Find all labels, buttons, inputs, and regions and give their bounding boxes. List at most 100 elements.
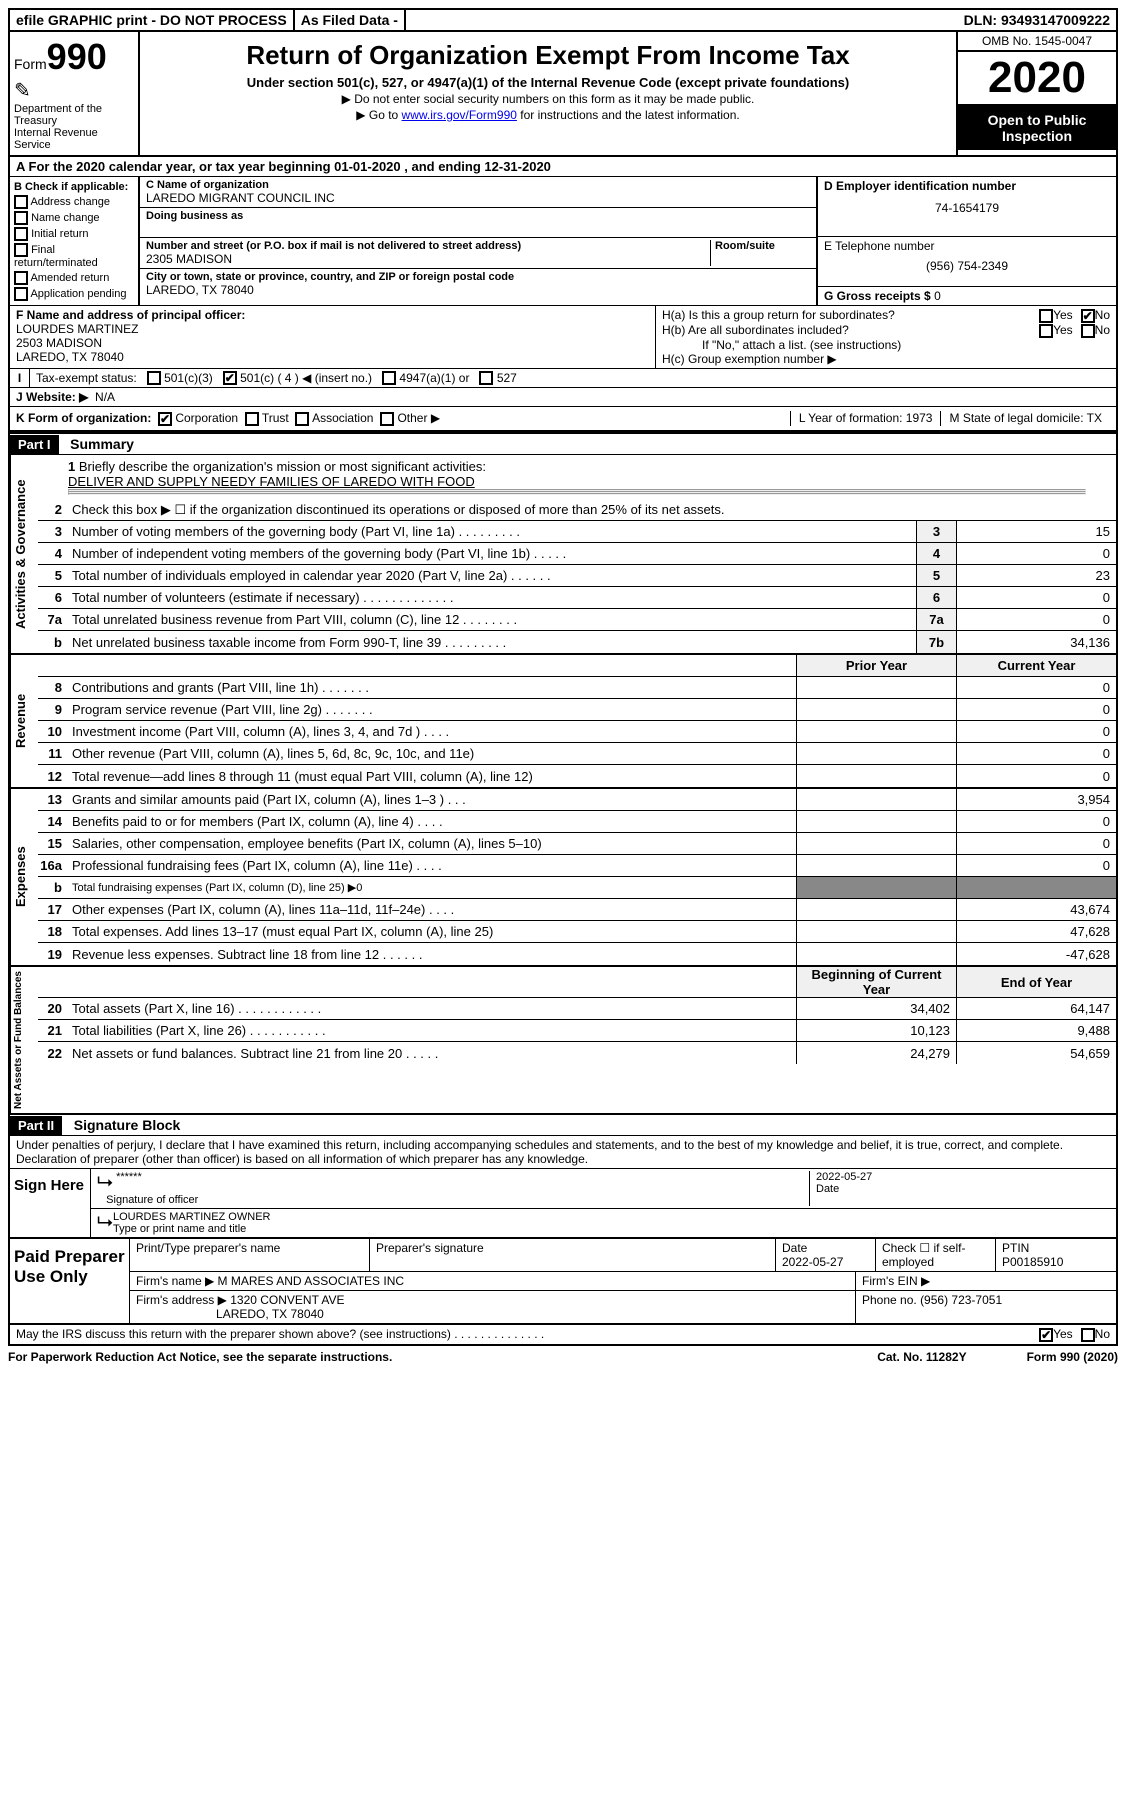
prior-current-header: Prior Year Current Year xyxy=(38,655,1116,677)
row-i-tax-status: I Tax-exempt status: 501(c)(3) ✔ 501(c) … xyxy=(8,368,1118,389)
form990-link[interactable]: www.irs.gov/Form990 xyxy=(402,108,517,122)
discuss-no[interactable]: No xyxy=(1081,1327,1110,1342)
preparer-sig-label: Preparer's signature xyxy=(370,1239,776,1271)
part2-header: Part II xyxy=(10,1116,62,1135)
dln: DLN: 93493147009222 xyxy=(958,10,1116,30)
paid-preparer-section: Paid Preparer Use Only Print/Type prepar… xyxy=(8,1237,1118,1325)
discuss-row: May the IRS discuss this return with the… xyxy=(8,1325,1118,1346)
ssn-notice: ▶ Do not enter social security numbers o… xyxy=(148,92,948,106)
hb-no[interactable]: No xyxy=(1081,323,1110,338)
expenses-section: Expenses 13 Grants and similar amounts p… xyxy=(8,789,1118,967)
as-filed-label: As Filed Data - xyxy=(295,10,406,30)
row-k-form-org: K Form of organization: ✔ Corporation Tr… xyxy=(8,407,1118,432)
telephone-cell: E Telephone number (956) 754-2349 xyxy=(818,237,1116,287)
line-20: 20 Total assets (Part X, line 16) . . . … xyxy=(38,998,1116,1020)
line-15: 15 Salaries, other compensation, employe… xyxy=(38,833,1116,855)
firm-address: Firm's address ▶ 1320 CONVENT AVE LAREDO… xyxy=(130,1291,856,1323)
line-19: 19 Revenue less expenses. Subtract line … xyxy=(38,943,1116,965)
omb-number: OMB No. 1545-0047 xyxy=(958,32,1116,52)
row-j-website: J Website: ▶ N/A xyxy=(8,388,1118,407)
check-association[interactable] xyxy=(295,412,309,426)
line-18: 18 Total expenses. Add lines 13–17 (must… xyxy=(38,921,1116,943)
public-inspection: Open to Public Inspection xyxy=(958,106,1116,150)
tax-year: 2020 xyxy=(958,52,1116,106)
check-initial-return[interactable]: Initial return xyxy=(14,227,134,241)
mission-line: 1 Briefly describe the organization's mi… xyxy=(38,455,1116,499)
perjury-declaration: Under penalties of perjury, I declare th… xyxy=(10,1136,1116,1168)
efile-notice: efile GRAPHIC print - DO NOT PROCESS xyxy=(10,10,295,30)
ha-yes[interactable]: Yes xyxy=(1039,308,1073,323)
line-10: 10 Investment income (Part VIII, column … xyxy=(38,721,1116,743)
check-amended-return[interactable]: Amended return xyxy=(14,271,134,285)
line-9: 9 Program service revenue (Part VIII, li… xyxy=(38,699,1116,721)
line-b: b Net unrelated business taxable income … xyxy=(38,631,1116,653)
line-16a: 16a Professional fundraising fees (Part … xyxy=(38,855,1116,877)
line-6: 6 Total number of volunteers (estimate i… xyxy=(38,587,1116,609)
firm-ein: Firm's EIN ▶ xyxy=(856,1272,1116,1290)
irs-label: Internal Revenue Service xyxy=(14,127,134,151)
line-22: 22 Net assets or fund balances. Subtract… xyxy=(38,1042,1116,1064)
firm-name: Firm's name ▶ M MARES AND ASSOCIATES INC xyxy=(130,1272,856,1290)
col-b-checkboxes: B Check if applicable: Address change Na… xyxy=(10,177,140,305)
state-domicile: M State of legal domicile: TX xyxy=(940,411,1110,426)
revenue-section: Revenue Prior Year Current Year 8 Contri… xyxy=(8,655,1118,789)
check-trust[interactable] xyxy=(245,412,259,426)
preparer-name-label: Print/Type preparer's name xyxy=(130,1239,370,1271)
hb-yes[interactable]: Yes xyxy=(1039,323,1073,338)
net-assets-section: Net Assets or Fund Balances Beginning of… xyxy=(8,967,1118,1115)
discuss-yes[interactable]: ✔Yes xyxy=(1039,1327,1073,1342)
line-5: 5 Total number of individuals employed i… xyxy=(38,565,1116,587)
check-501c3[interactable] xyxy=(147,371,161,385)
form-subtitle: Under section 501(c), 527, or 4947(a)(1)… xyxy=(148,75,948,90)
ein-cell: D Employer identification number 74-1654… xyxy=(818,177,1116,237)
line-12: 12 Total revenue—add lines 8 through 11 … xyxy=(38,765,1116,787)
part1-title: Summary xyxy=(62,434,142,454)
line-13: 13 Grants and similar amounts paid (Part… xyxy=(38,789,1116,811)
sign-here-row: Sign Here ⮡ ****** Signature of officer … xyxy=(10,1168,1116,1237)
check-final-return[interactable]: Final return/terminated xyxy=(14,243,134,269)
org-name-cell: C Name of organization LAREDO MIGRANT CO… xyxy=(140,177,816,208)
footer: For Paperwork Reduction Act Notice, see … xyxy=(8,1346,1118,1368)
group-return-section: H(a) Is this a group return for subordin… xyxy=(656,306,1116,368)
instructions-link-row: ▶ Go to www.irs.gov/Form990 for instruct… xyxy=(148,108,948,122)
city-cell: City or town, state or province, country… xyxy=(140,269,816,299)
line-4: 4 Number of independent voting members o… xyxy=(38,543,1116,565)
line-b: b Total fundraising expenses (Part IX, c… xyxy=(38,877,1116,899)
gross-receipts-cell: G Gross receipts $ 0 xyxy=(818,287,1116,305)
check-527[interactable] xyxy=(479,371,493,385)
check-other[interactable] xyxy=(380,412,394,426)
check-application-pending[interactable]: Application pending xyxy=(14,287,134,301)
part2-title: Signature Block xyxy=(66,1115,189,1135)
dba-cell: Doing business as xyxy=(140,208,816,238)
line-7a: 7a Total unrelated business revenue from… xyxy=(38,609,1116,631)
year-formation: L Year of formation: 1973 xyxy=(790,411,941,426)
principal-officer: F Name and address of principal officer:… xyxy=(10,306,656,368)
form-990-footer: Form 990 (2020) xyxy=(1027,1350,1118,1364)
ha-no[interactable]: ✔No xyxy=(1081,308,1110,323)
line-11: 11 Other revenue (Part VIII, column (A),… xyxy=(38,743,1116,765)
check-corporation[interactable]: ✔ xyxy=(158,412,172,426)
line-2: 2 Check this box ▶ ☐ if the organization… xyxy=(38,499,1116,521)
line-14: 14 Benefits paid to or for members (Part… xyxy=(38,811,1116,833)
form-title: Return of Organization Exempt From Incom… xyxy=(148,40,948,71)
part1-header: Part I xyxy=(10,435,59,454)
dept-treasury: Department of the Treasury xyxy=(14,103,134,127)
form-number: Form990 xyxy=(14,36,134,78)
line-17: 17 Other expenses (Part IX, column (A), … xyxy=(38,899,1116,921)
activities-governance-section: Activities & Governance 1 Briefly descri… xyxy=(8,455,1118,655)
address-cell: Number and street (or P.O. box if mail i… xyxy=(140,238,816,269)
preparer-date: Date2022-05-27 xyxy=(776,1239,876,1271)
line-21: 21 Total liabilities (Part X, line 26) .… xyxy=(38,1020,1116,1042)
check-address-change[interactable]: Address change xyxy=(14,195,134,209)
top-bar: efile GRAPHIC print - DO NOT PROCESS As … xyxy=(8,8,1118,32)
begin-end-header: Beginning of Current Year End of Year xyxy=(38,967,1116,998)
line-8: 8 Contributions and grants (Part VIII, l… xyxy=(38,677,1116,699)
form-header: Form990 ✎ Department of the Treasury Int… xyxy=(8,32,1118,157)
section-bcd: B Check if applicable: Address change Na… xyxy=(8,177,1118,305)
ptin: PTINP00185910 xyxy=(996,1239,1116,1271)
line-3: 3 Number of voting members of the govern… xyxy=(38,521,1116,543)
check-501c[interactable]: ✔ xyxy=(223,371,237,385)
check-4947[interactable] xyxy=(382,371,396,385)
check-name-change[interactable]: Name change xyxy=(14,211,134,225)
self-employed-check[interactable]: Check ☐ if self-employed xyxy=(876,1239,996,1271)
